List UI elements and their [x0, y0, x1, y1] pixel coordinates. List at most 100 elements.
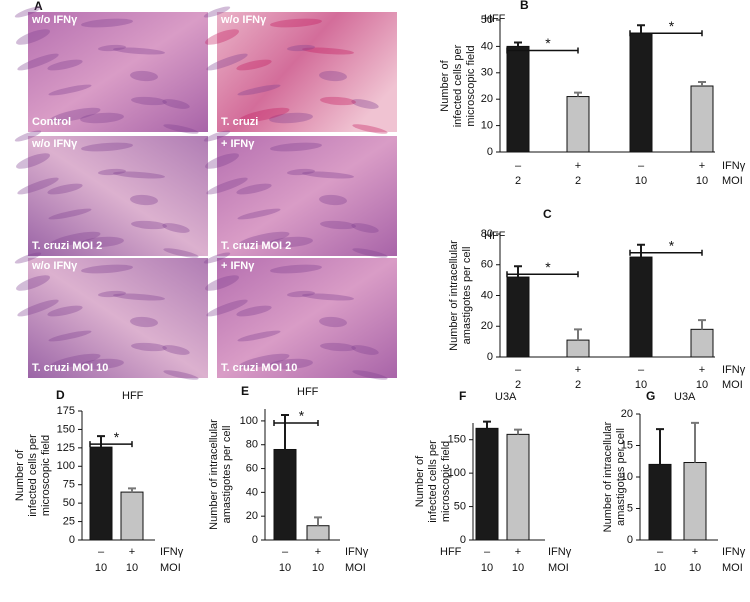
bar	[120, 491, 144, 541]
significance-label: *	[669, 237, 675, 253]
micrograph	[28, 258, 208, 378]
cell-texture	[287, 44, 315, 52]
error-bar	[97, 435, 105, 448]
error-bar	[698, 81, 706, 86]
row-label: IFNγ	[345, 546, 369, 558]
cell-texture	[113, 293, 165, 301]
significance-bracket	[273, 419, 319, 426]
ifn-label: +	[575, 364, 581, 376]
ifn-label: –	[484, 546, 491, 558]
cell-texture	[237, 84, 281, 96]
cell-texture	[162, 223, 190, 233]
row-label: IFNγ	[722, 364, 746, 376]
bar	[566, 339, 590, 358]
ifn-label: +	[315, 546, 321, 558]
x-tick-label: 2	[575, 379, 581, 391]
cell-texture	[287, 290, 315, 298]
cell-texture	[163, 248, 199, 258]
cell-texture	[236, 183, 272, 195]
ifn-label: –	[515, 364, 522, 376]
y-axis-label: microscopic field	[440, 441, 452, 522]
y-axis-label: Number of intracellular	[208, 419, 220, 530]
cell-texture	[204, 153, 240, 169]
x-tick-label: 10	[95, 562, 107, 574]
cell-texture	[131, 220, 167, 230]
bar	[506, 45, 530, 153]
ifn-label: +	[515, 546, 521, 558]
bar	[306, 525, 330, 541]
y-axis-label: Number of	[14, 449, 26, 501]
bar	[89, 446, 113, 541]
image-label-top: + IFNγ	[221, 138, 255, 150]
bar	[648, 463, 672, 541]
y-tick-label: 50	[454, 500, 466, 512]
y-tick-label: 80	[246, 439, 258, 451]
cell-texture	[47, 59, 83, 71]
image-label-top: + IFNγ	[221, 260, 255, 272]
cell-texture	[351, 99, 379, 109]
cell-texture	[81, 18, 133, 28]
cell-texture	[206, 177, 248, 195]
panel-letter: D	[56, 388, 65, 402]
row-label: MOI	[722, 379, 743, 391]
x-tick-label: 10	[512, 562, 524, 574]
ifn-label: –	[638, 364, 645, 376]
bar	[506, 433, 530, 541]
y-tick-label: 100	[448, 467, 466, 479]
ifn-label: –	[515, 160, 522, 172]
image-label-bottom: T. cruzi MOI 10	[221, 362, 297, 374]
row-label: IFNγ	[548, 546, 572, 558]
y-axis-label: microscopic field	[465, 45, 477, 126]
cell-texture	[351, 223, 379, 233]
y-tick-label: 0	[487, 146, 493, 158]
y-tick-label: 50	[63, 497, 75, 509]
panel-letter: C	[543, 207, 552, 221]
y-tick-label: 50	[481, 14, 493, 26]
y-tick-label: 60	[481, 259, 493, 271]
cell-texture	[131, 342, 167, 352]
cell-texture	[130, 70, 158, 82]
x-tick-label: 2	[575, 175, 581, 187]
x-tick-label: 2	[515, 379, 521, 391]
row-label: MOI	[722, 562, 743, 574]
x-tick-label: 10	[126, 562, 138, 574]
row-prefix: HFF	[440, 546, 462, 558]
x-tick-label: 10	[279, 562, 291, 574]
cell-texture	[15, 275, 51, 291]
cell-texture	[206, 299, 248, 317]
cell-texture	[269, 112, 313, 124]
row-label: MOI	[345, 562, 366, 574]
cell-line-title: U3A	[495, 391, 517, 403]
cell-texture	[14, 6, 42, 18]
image-label-top: w/o IFNγ	[31, 260, 78, 272]
image-label-top: w/o IFNγ	[220, 14, 267, 26]
y-tick-label: 100	[57, 460, 75, 472]
cell-texture	[352, 124, 388, 134]
micrograph	[217, 136, 397, 256]
cell-texture	[203, 130, 231, 142]
image-label-top: w/o IFNγ	[31, 14, 78, 26]
y-tick-label: 0	[460, 534, 466, 546]
x-tick-label: 10	[312, 562, 324, 574]
cell-texture	[237, 330, 281, 342]
error-bar	[281, 413, 289, 450]
ifn-label: +	[699, 364, 705, 376]
error-bar	[691, 421, 699, 463]
y-axis-label: infected cells per	[452, 44, 464, 127]
panel-letter: E	[241, 384, 249, 398]
cell-texture	[49, 353, 101, 369]
cell-texture	[162, 345, 190, 355]
cell-texture	[269, 236, 313, 248]
y-tick-label: 20	[481, 320, 493, 332]
significance-bracket	[89, 441, 133, 448]
x-tick-label: 10	[481, 562, 493, 574]
significance-bracket	[506, 271, 579, 278]
y-axis-label: infected cells per	[427, 440, 439, 523]
cell-texture	[98, 44, 126, 52]
error-bar	[483, 420, 491, 429]
y-tick-label: 40	[481, 289, 493, 301]
micrograph	[217, 258, 397, 378]
x-tick-label: 10	[635, 175, 647, 187]
cell-texture	[302, 47, 354, 55]
